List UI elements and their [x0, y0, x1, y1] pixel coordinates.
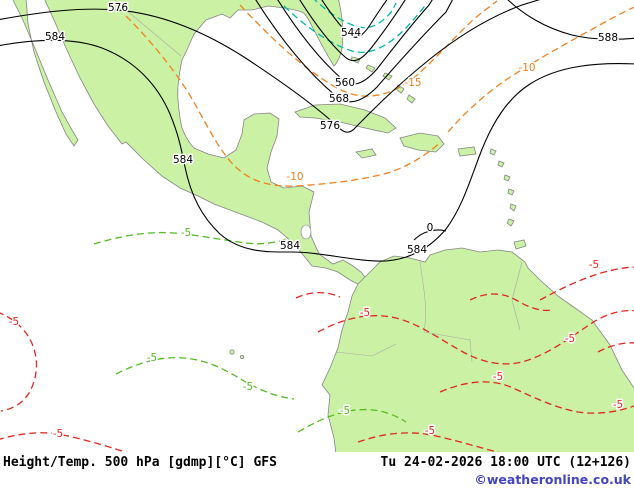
temperature-contour-label: -5 — [9, 316, 19, 328]
temperature-contours — [0, 0, 634, 452]
temperature-contour-label: -10 — [518, 62, 535, 74]
temp-contour-minus5-red-5 — [539, 266, 634, 301]
temp-contour-minus5-green-3 — [297, 408, 407, 433]
landmass-north-central-america — [44, 0, 368, 287]
temp-contour-minus5-green-2 — [115, 357, 295, 400]
land-areas — [12, 0, 634, 452]
lake-nicaragua — [300, 224, 312, 240]
temp-contour-minus5-red-4 — [439, 381, 634, 414]
landmass-baja-california — [12, 0, 79, 147]
landmass-lesser-antilles — [489, 148, 527, 250]
height-contour-label: 584 — [173, 154, 193, 166]
temp-contour-minus5-red-8 — [295, 291, 341, 299]
height-contour-zero-segment — [413, 229, 447, 241]
temperature-contour-label: -10 — [286, 171, 303, 183]
height-contours — [0, 0, 634, 262]
temperature-contour-label: -5 — [425, 425, 435, 437]
temp-contour-minus10-east — [447, 6, 634, 133]
footer-line-2: ©weatheronline.co.uk — [3, 471, 631, 488]
height-contour-label: 584 — [45, 31, 65, 43]
height-contour-label: 0 — [427, 222, 434, 234]
temperature-contour-label: -5 — [147, 352, 157, 364]
valid-datetime: Tu 24-02-2026 18:00 UTC (12+126) — [380, 455, 631, 470]
temp-contour-cyan-2 — [314, 0, 397, 29]
temp-contour-minus15 — [239, 0, 498, 97]
temp-contour-minus5-red-2 — [0, 432, 128, 452]
height-contour-568 — [255, 0, 454, 103]
landmass-jamaica — [355, 148, 377, 159]
landmass-cuba — [294, 103, 397, 134]
temperature-contour-label: -5 — [53, 428, 63, 440]
height-contour-544 — [321, 0, 388, 38]
temperature-contour-label: -5 — [493, 371, 503, 383]
temperature-contour-label: -5 — [589, 259, 599, 271]
height-contour-560 — [277, 0, 433, 85]
height-contour-label: 584 — [280, 240, 300, 252]
height-contour-576 — [0, 0, 541, 133]
height-contour-label: 560 — [335, 77, 355, 89]
height-contour-552 — [299, 0, 406, 62]
landmass-south-america — [321, 247, 634, 452]
footer-line-1: Height/Temp. 500 hPa [gdmp][°C] GFS Tu 2… — [3, 454, 631, 471]
height-contour-label: 576 — [108, 2, 128, 14]
landmass-hispaniola — [399, 132, 445, 153]
temperature-contour-label: -5 — [340, 405, 350, 417]
height-contour-588 — [507, 0, 634, 40]
temp-contour-minus10-west — [125, 15, 442, 187]
country-borders — [114, 0, 523, 363]
temperature-contour-label: -5 — [243, 381, 253, 393]
temperature-contour-label: -5 — [565, 333, 575, 345]
temperature-contour-label: -5 — [613, 399, 623, 411]
product-title: Height/Temp. 500 hPa [gdmp][°C] GFS — [3, 455, 277, 470]
temperature-contour-label: -5 — [360, 307, 370, 319]
height-contour-584 — [0, 39, 634, 262]
temp-contour-cyan-1 — [283, 2, 428, 53]
height-contour-label: 544 — [341, 27, 361, 39]
landmass-bahamas — [350, 56, 416, 104]
height-contour-label: 584 — [407, 244, 427, 256]
temp-contour-minus5-red-3 — [317, 309, 634, 365]
temp-contour-minus5-red-9 — [469, 293, 553, 312]
temp-contour-minus5-green-1 — [93, 231, 289, 245]
temperature-contour-labels: -15 -10 -10 -5 -5 -5 -5 -5 -5 -5 -5 -5 -5 -5 -5 — [7, 61, 624, 442]
temp-contour-minus5-red-1 — [0, 312, 38, 412]
temperature-contour-label: -5 — [181, 227, 191, 239]
height-contour-label: 568 — [329, 93, 349, 105]
landmass-puerto-rico — [457, 146, 477, 157]
height-contour-label: 576 — [320, 120, 340, 132]
temperature-contour-label: -15 — [404, 77, 421, 89]
footer-bar: Height/Temp. 500 hPa [gdmp][°C] GFS Tu 2… — [0, 452, 634, 490]
landmass-galapagos — [229, 349, 244, 359]
temp-contour-minus5-red-6 — [357, 432, 500, 452]
copyright-link[interactable]: ©weatheronline.co.uk — [474, 472, 631, 487]
height-contour-label: 588 — [598, 32, 618, 44]
